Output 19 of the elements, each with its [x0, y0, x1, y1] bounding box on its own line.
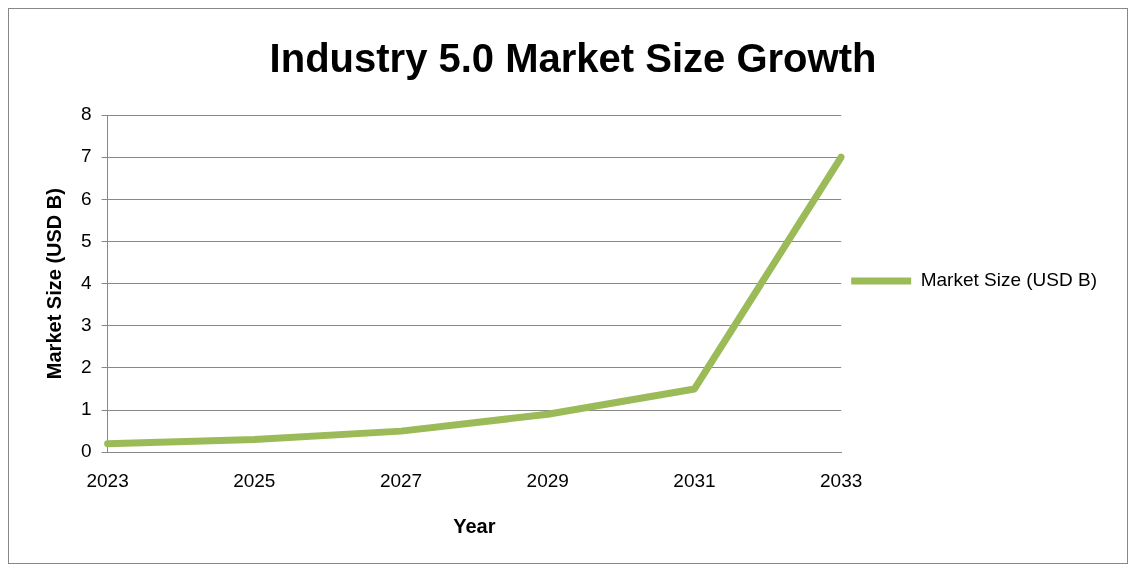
y-tick-label: 0	[80, 440, 92, 462]
x-tick-label: 2033	[820, 469, 863, 491]
legend-label: Market Size (USD B)	[920, 269, 1098, 291]
y-tick-label: 2	[80, 356, 92, 378]
y-axis-title: Market Size (USD B)	[42, 188, 65, 380]
y-tick-label: 4	[80, 271, 92, 293]
chart-title: Industry 5.0 Market Size Growth	[269, 36, 877, 81]
x-axis-title: Year	[453, 514, 496, 537]
x-tick-label: 2031	[673, 469, 716, 491]
x-tick-label: 2029	[526, 469, 569, 491]
y-tick-label: 3	[80, 313, 92, 335]
y-tick-label: 1	[80, 398, 92, 420]
y-tick-label: 7	[80, 145, 92, 167]
x-tick-label: 2025	[233, 469, 276, 491]
y-tick-label: 5	[80, 229, 92, 251]
y-tick-label: 6	[80, 187, 92, 209]
y-tick-label: 8	[80, 103, 92, 125]
x-tick-label: 2023	[86, 469, 129, 491]
x-tick-label: 2027	[379, 469, 423, 491]
